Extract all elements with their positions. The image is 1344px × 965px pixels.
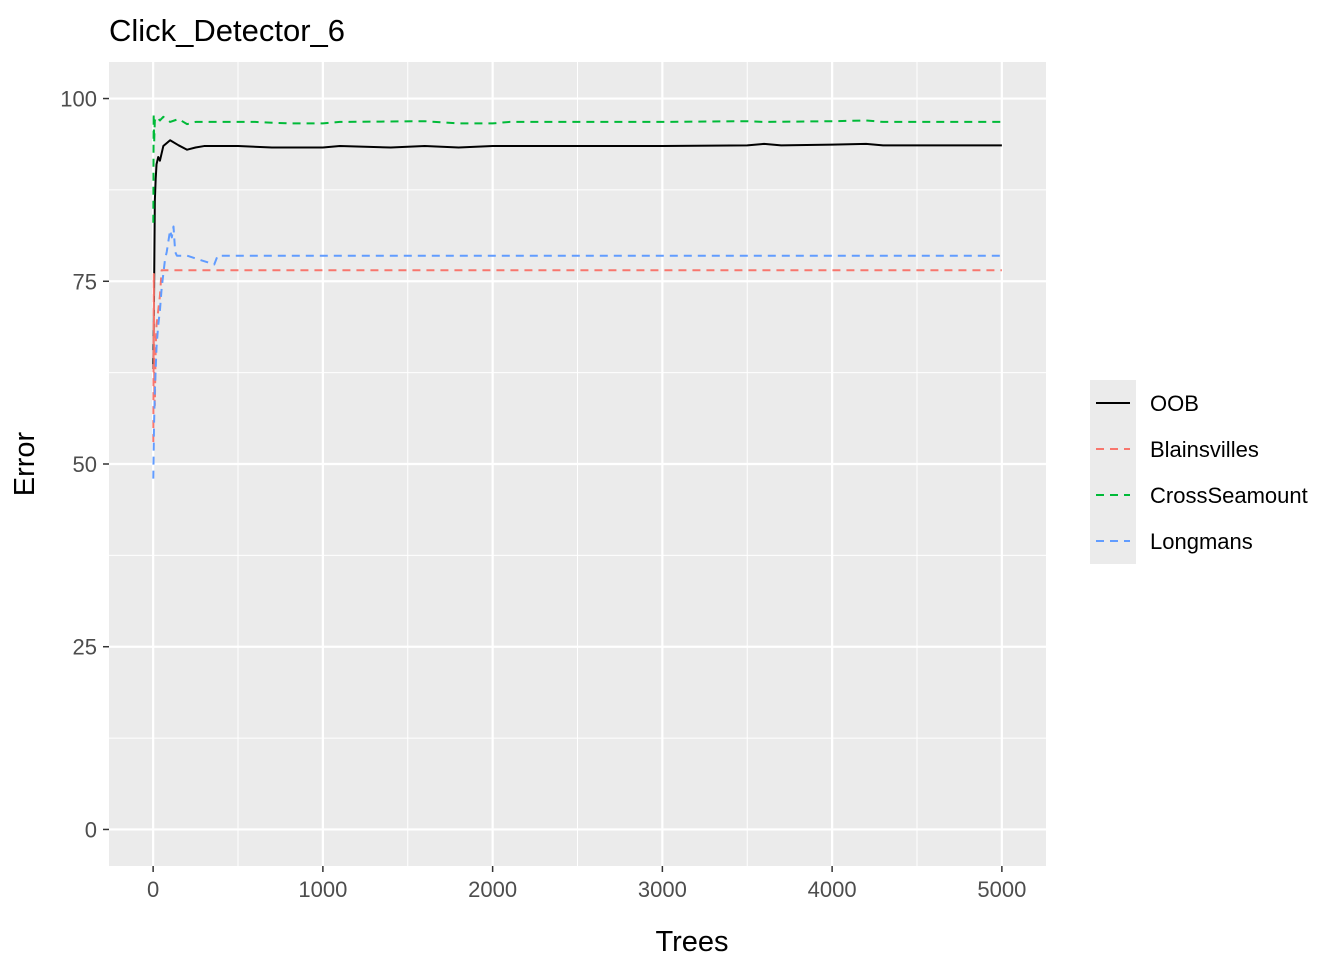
series-line-crossseamount: [152, 112, 1002, 223]
x-tick-label: 3000: [638, 877, 687, 902]
series-line-blainsvilles: [152, 269, 1002, 443]
y-tick-label: 50: [73, 452, 97, 477]
y-tick-label: 25: [73, 635, 97, 660]
y-axis-title: Error: [9, 431, 41, 496]
legend: OOB Blainsvilles CrossSeamount Longmans: [1090, 380, 1308, 564]
series-line-longmans: [152, 225, 1002, 479]
legend-key-background: [1090, 380, 1136, 564]
series-line-oob: [152, 139, 1002, 369]
legend-label: Longmans: [1150, 529, 1253, 554]
series-layer: [152, 112, 1002, 479]
legend-label: CrossSeamount: [1150, 483, 1308, 508]
x-tick-label: 2000: [468, 877, 517, 902]
x-tick-label: 0: [147, 877, 159, 902]
x-axis-title: Trees: [655, 926, 728, 958]
chart-title: Click_Detector_6: [109, 13, 345, 48]
axis-tick-labels: 0 1000 2000 3000 4000 5000 0 25 50 75 100: [60, 87, 1026, 902]
y-tick-label: 100: [60, 87, 97, 112]
y-tick-label: 75: [73, 269, 97, 294]
x-tick-label: 5000: [977, 877, 1026, 902]
y-tick-label: 0: [85, 817, 97, 842]
x-tick-label: 1000: [298, 877, 347, 902]
legend-label: Blainsvilles: [1150, 437, 1259, 462]
legend-label: OOB: [1150, 391, 1199, 416]
x-tick-label: 4000: [808, 877, 857, 902]
axis-ticks: [103, 97, 1003, 872]
